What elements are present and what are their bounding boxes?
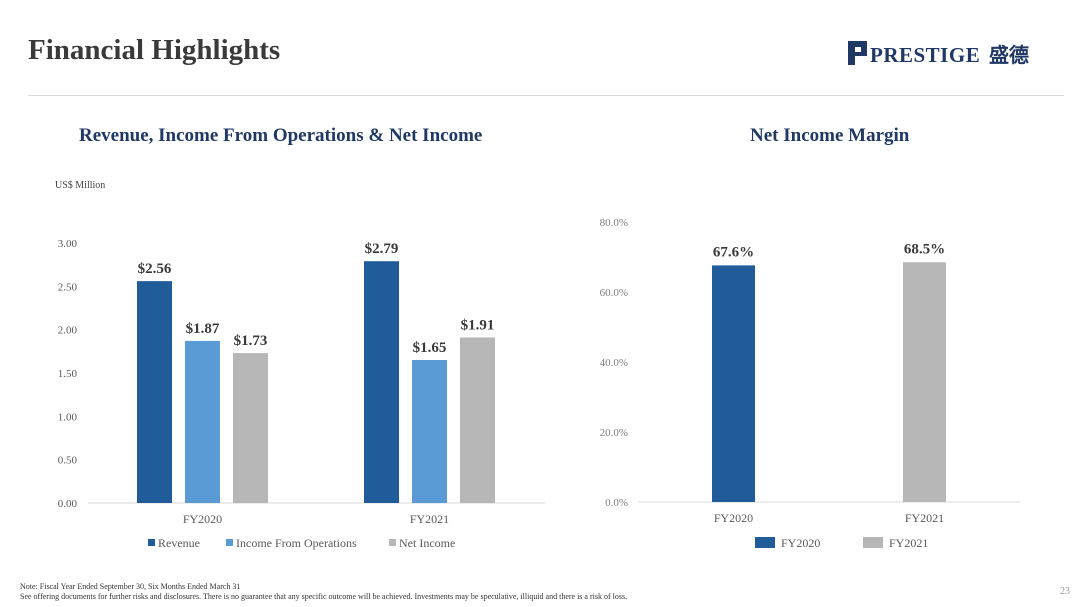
y-tick-label: 1.00 <box>58 411 78 423</box>
footnote-disclaimer: See offering documents for further risks… <box>20 592 628 601</box>
legend-label: FY2021 <box>889 536 928 550</box>
legend-label: FY2020 <box>781 536 820 550</box>
y-tick-label: 0.50 <box>58 455 78 467</box>
bar-revenue <box>137 281 172 503</box>
y-tick-label: 60.0% <box>600 287 628 299</box>
y-tick-label: 40.0% <box>600 357 628 369</box>
x-tick-label: FY2021 <box>410 512 449 526</box>
data-label: $1.73 <box>234 333 268 349</box>
y-tick-label: 2.50 <box>58 281 78 293</box>
page-number: 23 <box>1060 586 1070 597</box>
legend-swatch <box>148 539 155 546</box>
bar-income-from-operations <box>185 340 220 503</box>
bar-income-from-operations <box>412 360 447 503</box>
bar-margin-fy2020 <box>712 265 755 502</box>
logo-chinese-text: 盛德 <box>989 43 1029 67</box>
logo-mark-icon <box>848 41 867 65</box>
bar-margin-fy2021 <box>903 262 946 502</box>
data-label: 67.6% <box>713 244 754 260</box>
legend-label: Income From Operations <box>236 536 357 550</box>
y-tick-label: 80.0% <box>600 217 628 229</box>
y-tick-label: 0.0% <box>605 497 628 509</box>
legend-swatch <box>755 537 775 548</box>
footnote-fiscal-year: Note: Fiscal Year Ended September 30, Si… <box>20 582 241 591</box>
legend-swatch <box>226 539 233 546</box>
margin-chart-title: Net Income Margin <box>750 125 910 146</box>
y-tick-label: 20.0% <box>600 427 628 439</box>
y-tick-label: 2.00 <box>58 325 78 337</box>
bar-revenue <box>364 261 399 503</box>
units-label: US$ Million <box>55 180 106 191</box>
legend-swatch <box>863 537 883 548</box>
data-label: $2.79 <box>365 241 399 257</box>
data-label: $1.65 <box>413 340 447 356</box>
data-label: 68.5% <box>904 241 945 257</box>
legend-label: Net Income <box>399 536 455 550</box>
data-label: $1.87 <box>186 321 220 337</box>
logo-text: PRESTIGE <box>870 43 980 67</box>
x-tick-label: FY2020 <box>183 512 222 526</box>
header-divider <box>28 95 1064 96</box>
data-label: $2.56 <box>138 261 172 277</box>
x-tick-label: FY2020 <box>714 511 753 525</box>
page-title: Financial Highlights <box>28 34 281 66</box>
bar-net-income <box>233 353 268 503</box>
legend-swatch <box>389 539 396 546</box>
legend-label: Revenue <box>158 536 200 550</box>
y-tick-label: 1.50 <box>58 368 78 380</box>
x-tick-label: FY2021 <box>905 511 944 525</box>
y-tick-label: 3.00 <box>58 238 78 250</box>
revenue-chart-title: Revenue, Income From Operations & Net In… <box>79 125 483 146</box>
y-tick-label: 0.00 <box>58 498 78 510</box>
bar-net-income <box>460 337 495 503</box>
prestige-logo: PRESTIGE 盛德 <box>848 41 1029 67</box>
data-label: $1.91 <box>461 317 495 333</box>
